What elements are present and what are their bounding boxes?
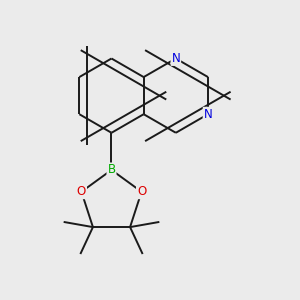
Text: O: O — [137, 185, 146, 198]
Text: O: O — [77, 185, 86, 198]
Text: N: N — [204, 108, 212, 121]
Text: N: N — [172, 52, 180, 65]
Text: B: B — [107, 164, 116, 176]
